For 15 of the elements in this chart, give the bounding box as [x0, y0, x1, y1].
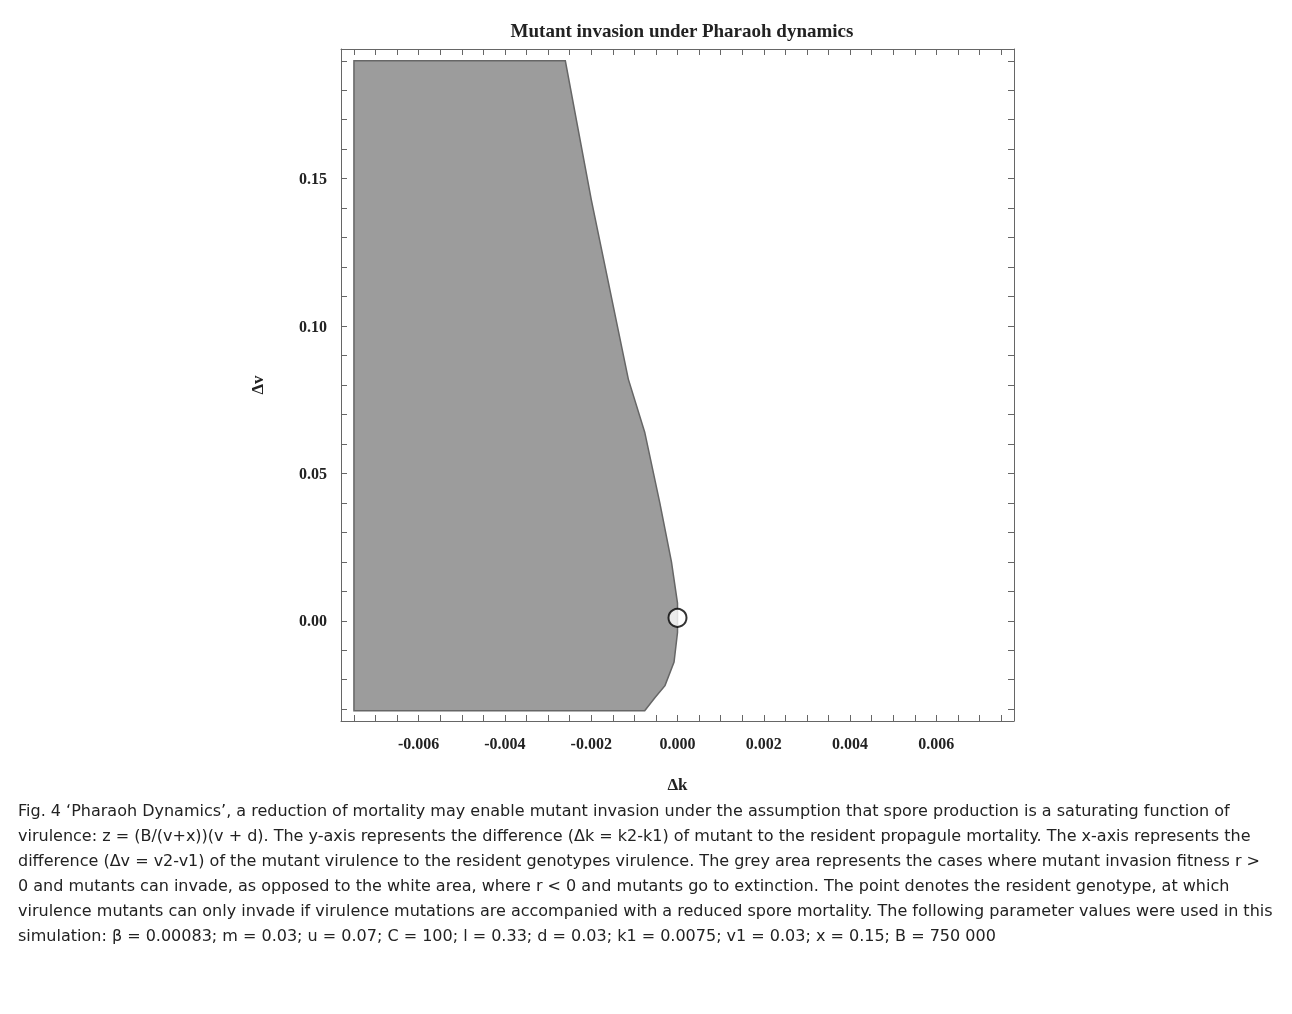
y-tick-label: 0.05 — [299, 464, 327, 482]
y-tick-label: 0.00 — [299, 612, 327, 630]
x-tick-label: 0.004 — [832, 734, 869, 752]
x-tick-label: -0.002 — [570, 734, 612, 752]
y-tick-label: 0.15 — [299, 170, 327, 188]
chart-title: Mutant invasion under Pharaoh dynamics — [510, 20, 854, 41]
x-tick-label: -0.004 — [484, 734, 526, 752]
y-axis-title: Δv — [248, 374, 267, 395]
x-tick-label: -0.006 — [397, 734, 440, 752]
y-tick-label: 0.10 — [299, 317, 327, 335]
x-axis-title: Δk — [667, 775, 689, 794]
x-tick-label: 0.002 — [745, 734, 782, 752]
caption: Fig. 4 ‘Pharaoh Dynamics’, a reduction of mortality may enable mutant invasion under the assumption that spore production is a saturating function of virulence: z = (B/(v+x))(v + d). The y-axis represents the difference (Δk = k2-k1) of mutant to the resident propagule mortality. The x-axis represents the difference (Δv = v2-v1) of the mutant virulence to the resident genotypes virulence. The grey area represents the cases where mutant invasion fitness r > 0 and mutants can invade, as opposed to the white area, where r < 0 and mutants go to extinction. The point denotes the resident genotype, at which virulence mutants can only invade if virulence mutations are accompanied with a reduced spore mortality. The following parameter values were used in this simulation: β = 0.00083; m = 0.03; u = 0.07; C = 100; l = 0.33; d = 0.03; k1 = 0.0075; v1 = 0.03; x = 0.15; B = 750 000 — [17, 800, 1274, 947]
x-tick-label: 0.006 — [918, 734, 955, 752]
x-tick-label: 0.000 — [659, 734, 696, 752]
